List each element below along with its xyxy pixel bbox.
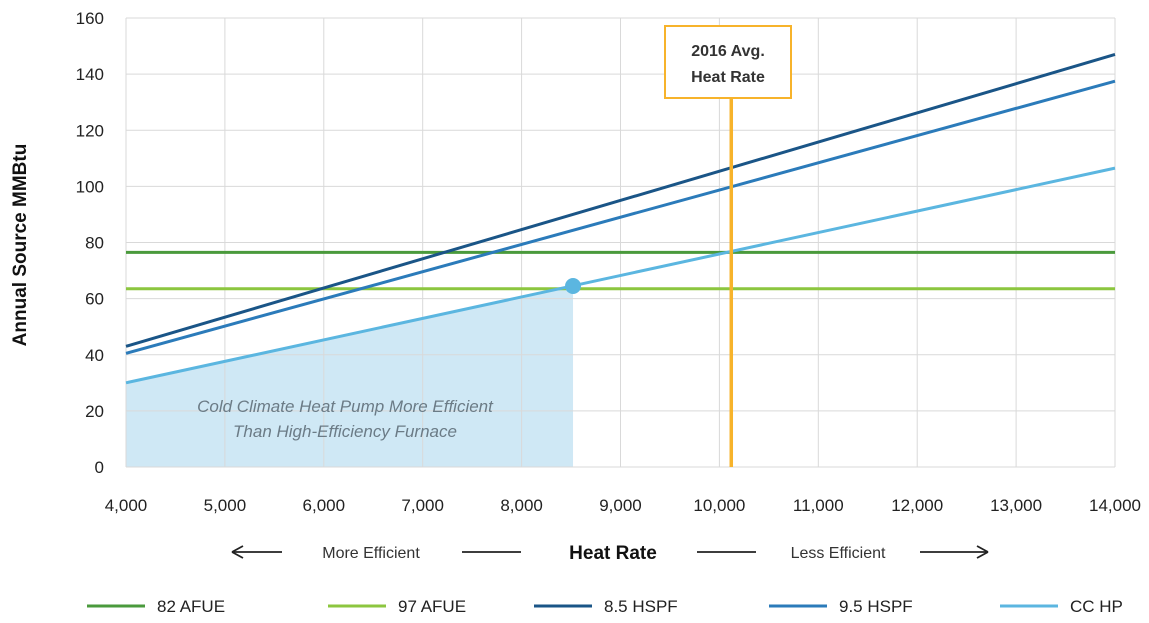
y-tick-label-3: 60 [85,290,104,309]
x-tick-label-7: 11,000 [793,496,844,515]
y-axis-label: Annual Source MMBtu [10,144,31,347]
shaded-region-annotation-line-2: Than High-Efficiency Furnace [233,422,457,441]
x-tick-label-0: 4,000 [105,496,148,515]
x-tick-label-1: 5,000 [204,496,247,515]
shaded-region-annotation-line-1: Cold Climate Heat Pump More Efficient [197,397,494,416]
legend-label-8-5-hspf: 8.5 HSPF [604,597,678,616]
more-efficient-label: More Efficient [322,545,420,562]
shaded-region-layer [126,285,574,467]
shaded-region [126,285,574,467]
left-arrow-icon [231,545,244,559]
x-tick-label-6: 10,000 [693,496,745,515]
y-tick-label-7: 140 [76,65,104,84]
legend-label-82-afue: 82 AFUE [157,597,225,616]
marker-layer [565,277,582,294]
legend-label-97-afue: 97 AFUE [398,597,466,616]
y-tick-label-5: 100 [76,177,104,196]
legend: 82 AFUE 97 AFUE 8.5 HSPF 9.5 HSPF CC HP [87,597,1123,616]
right-arrow-icon [976,545,989,559]
vertical-line-callout-box [664,25,792,99]
x-tick-label-9: 13,000 [990,496,1042,515]
x-axis-label: Heat Rate [569,543,657,564]
series-line-8-5-hspf [125,53,1116,348]
x-tick-label-3: 7,000 [401,496,444,515]
x-tick-label-4: 8,000 [500,496,543,515]
y-tick-label-8: 160 [76,9,104,28]
y-tick-layer: 0 20 40 60 80 100 120 140 160 [76,9,104,477]
x-tick-layer: 4,000 5,000 6,000 7,000 8,000 9,000 10,000 11,0… [105,496,1141,515]
vertical-line-callout: 2016 Avg. Heat Rate [664,25,792,99]
x-tick-label-2: 6,000 [303,496,346,515]
series-line-cc-hp [125,166,1116,385]
x-axis-direction-row: More Efficient Heat Rate Less Efficient [231,543,989,564]
series-line-9-5-hspf [125,79,1116,355]
legend-label-cc-hp: CC HP [1070,597,1123,616]
vertical-line-label-line-2: Heat Rate [691,69,765,86]
y-tick-label-4: 80 [85,234,104,253]
x-tick-label-10: 14,000 [1089,496,1141,515]
crossover-marker [565,277,582,294]
y-tick-label-2: 40 [85,346,104,365]
x-tick-label-5: 9,000 [599,496,642,515]
series-layer [125,53,1116,385]
x-tick-label-8: 12,000 [891,496,943,515]
y-tick-label-1: 20 [85,402,104,421]
y-tick-label-6: 120 [76,121,104,140]
less-efficient-label: Less Efficient [791,545,886,562]
legend-label-9-5-hspf: 9.5 HSPF [839,597,913,616]
y-tick-label-0: 0 [95,458,104,477]
grid-layer [125,17,1116,468]
vertical-line-label-line-1: 2016 Avg. [691,43,765,60]
